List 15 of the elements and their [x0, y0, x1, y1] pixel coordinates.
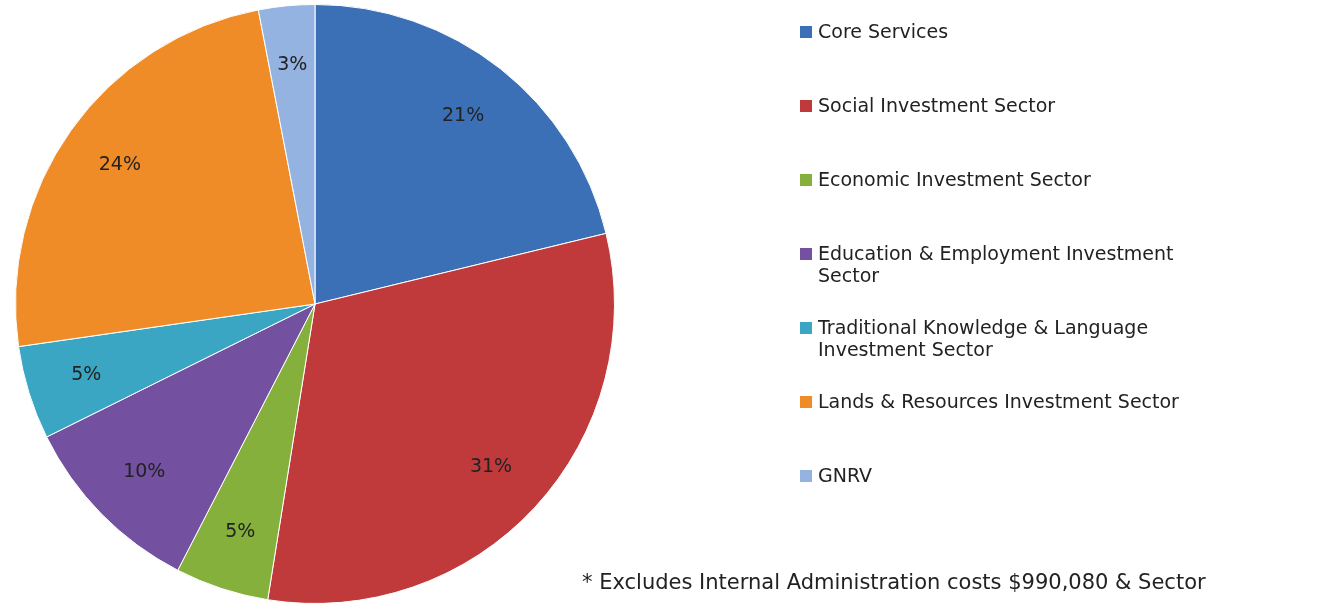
legend-label: Education & Employment Investment Sector	[818, 242, 1175, 286]
data-label: 24%	[98, 151, 141, 174]
text: * Excludes Internal Administration costs $990,080 & Sector	[582, 570, 1206, 594]
data-label: 21%	[441, 102, 485, 125]
data-label: 5%	[71, 362, 102, 385]
data-label: 5%	[225, 518, 256, 541]
legend-label: Economic Investment Sector	[818, 168, 1091, 190]
legend-label: Traditional Knowledge & Language Investment Sector	[818, 316, 1150, 360]
legend-label: Lands & Resources Investment Sector	[818, 390, 1179, 412]
legend-label: Social Investment Sector	[818, 94, 1056, 116]
legend-label: Core Services	[818, 20, 949, 42]
data-label: 10%	[123, 459, 166, 482]
legend-label: GNRV	[818, 464, 873, 486]
data-label: 3%	[277, 52, 308, 75]
data-label: 31%	[469, 453, 513, 476]
